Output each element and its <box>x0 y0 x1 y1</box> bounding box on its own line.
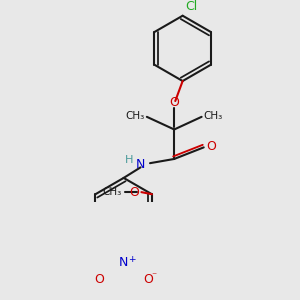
Text: CH₃: CH₃ <box>102 187 122 197</box>
Text: O: O <box>129 186 139 199</box>
Text: Cl: Cl <box>185 0 197 13</box>
Text: N: N <box>119 256 128 269</box>
Text: CH₃: CH₃ <box>204 111 223 121</box>
Text: H: H <box>124 155 133 165</box>
Text: N: N <box>136 158 145 171</box>
Text: CH₃: CH₃ <box>125 111 145 121</box>
Text: O: O <box>206 140 216 153</box>
Text: O: O <box>144 272 154 286</box>
Text: ⁻: ⁻ <box>151 271 156 281</box>
Text: +: + <box>128 254 136 263</box>
Text: O: O <box>169 96 179 109</box>
Text: O: O <box>94 272 104 286</box>
